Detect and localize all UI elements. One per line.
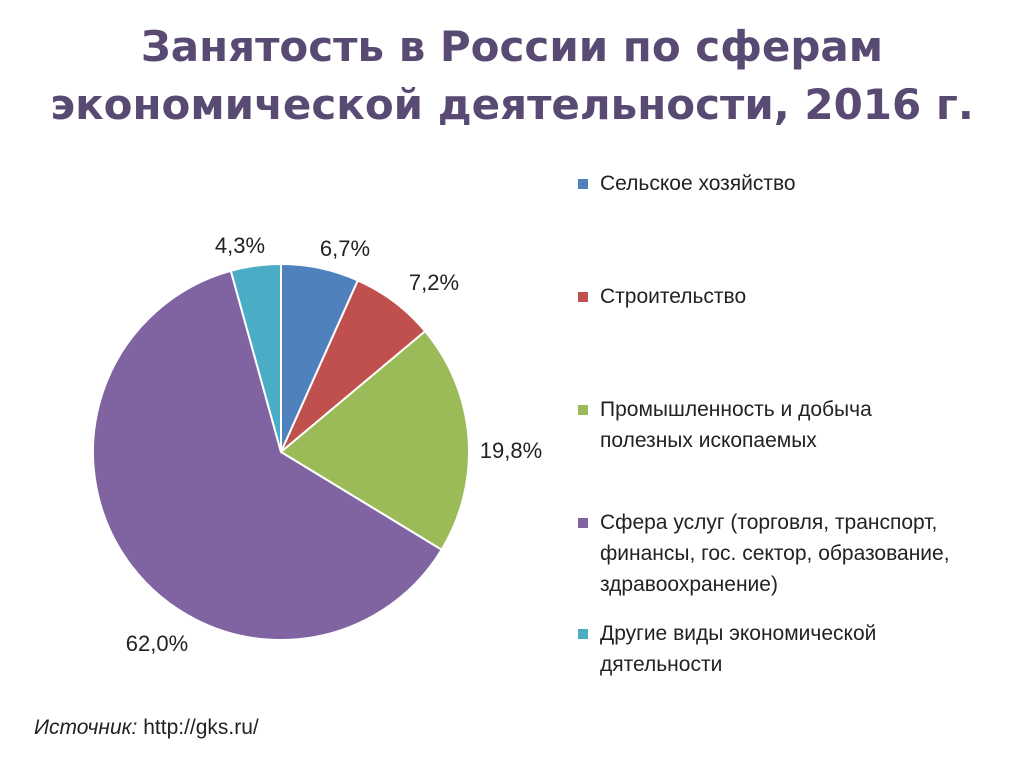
data-label-services: 62,0% xyxy=(126,631,188,656)
legend-item-services: Сфера услуг (торговля, транспорт, финанс… xyxy=(578,507,980,600)
legend-item-construction: Строительство xyxy=(578,281,1000,312)
chart-title-line-2: экономической деятельности, 2016 г. xyxy=(50,80,974,129)
data-label-agriculture: 6,7% xyxy=(320,236,370,261)
data-label-industry: 19,8% xyxy=(480,438,542,463)
legend-swatch-construction xyxy=(578,292,588,302)
legend-swatch-other xyxy=(578,629,588,639)
data-label-construction: 7,2% xyxy=(409,270,459,295)
legend-swatch-industry xyxy=(578,405,588,415)
legend-item-industry: Промышленность и добыча полезных ископае… xyxy=(578,394,930,456)
source-note: Источник: http://gks.ru/ xyxy=(34,716,259,740)
legend-label-other: Другие виды экономической дятельности xyxy=(600,622,877,676)
pie-slice-other xyxy=(229,262,282,453)
legend-swatch-agriculture xyxy=(578,179,588,189)
source-url[interactable]: http://gks.ru/ xyxy=(143,716,259,739)
legend-label-services: Сфера услуг (торговля, транспорт, финанс… xyxy=(600,511,950,596)
legend-label-agriculture: Сельское хозяйство xyxy=(600,172,796,195)
legend-item-other: Другие виды экономической дятельности xyxy=(578,618,930,680)
source-label: Источник: xyxy=(34,716,138,739)
pie-slice-industry xyxy=(279,329,470,552)
legend-label-construction: Строительство xyxy=(600,285,747,308)
chart-title-line-1: Занятость в России по сферам xyxy=(140,22,884,71)
legend-item-agriculture: Сельское хозяйство xyxy=(578,168,1000,199)
pie-slice-services xyxy=(92,269,443,641)
chart-title: Занятость в России по сферам экономическ… xyxy=(20,18,1004,134)
data-label-other: 4,3% xyxy=(215,233,265,258)
legend-swatch-services xyxy=(578,518,588,528)
legend-label-industry: Промышленность и добыча полезных ископае… xyxy=(600,398,872,452)
